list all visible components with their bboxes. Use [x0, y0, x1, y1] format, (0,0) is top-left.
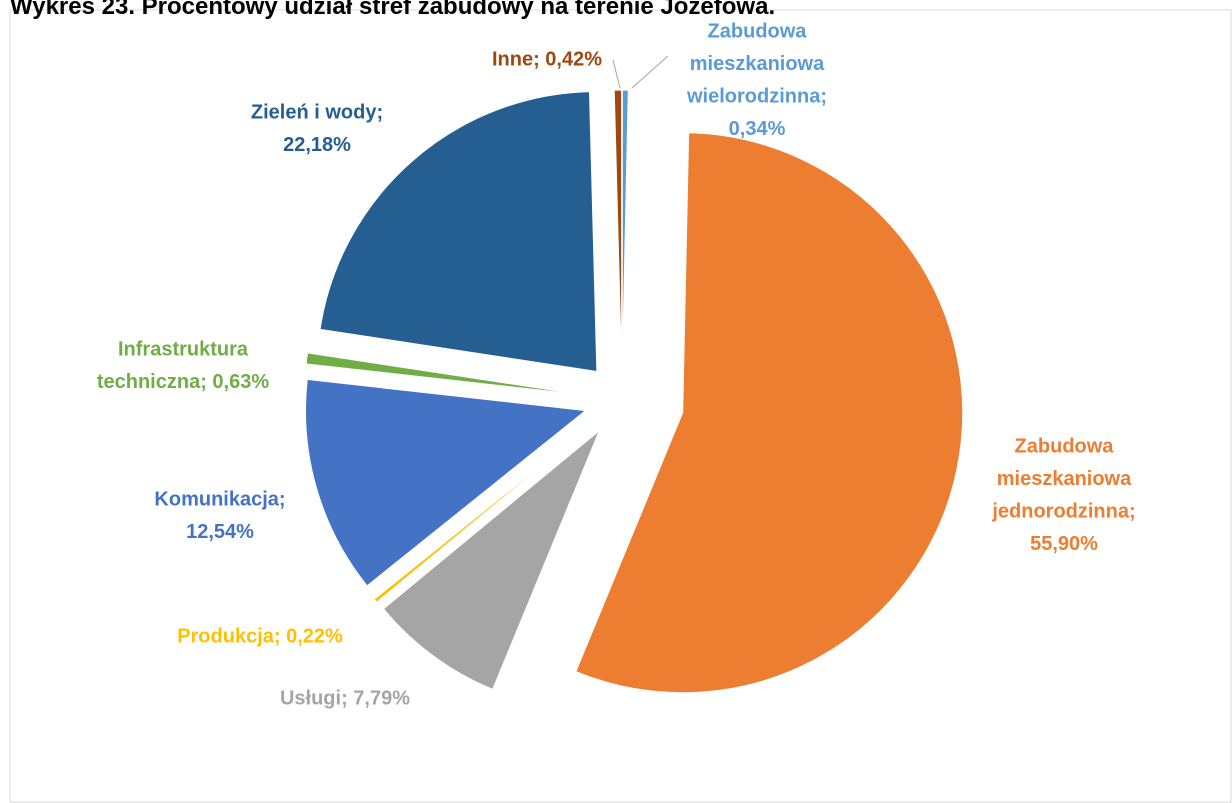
pie-slice — [621, 89, 629, 371]
pie-slice — [575, 132, 964, 694]
data-label: 22,18% — [283, 134, 351, 156]
data-label: Zabudowa — [1015, 435, 1115, 457]
data-label: wielorodzinna; — [686, 85, 827, 107]
data-label: 55,90% — [1030, 533, 1098, 555]
data-label: Usługi; 7,79% — [280, 687, 410, 709]
data-label: mieszkaniowa — [997, 468, 1132, 490]
data-label: mieszkaniowa — [690, 53, 825, 75]
pie-slice — [373, 423, 593, 603]
data-label: Zieleń i wody; — [251, 101, 383, 123]
pie-slice — [613, 89, 623, 371]
pie-slice — [382, 430, 600, 691]
data-label: 0,34% — [729, 118, 786, 140]
leader-line — [612, 59, 621, 89]
leader-line — [631, 55, 669, 89]
data-label: jednorodzinna; — [991, 500, 1135, 522]
data-label: Produkcja; 0,22% — [177, 625, 343, 647]
data-label: Zabudowa — [708, 20, 808, 42]
data-label: Inne; 0,42% — [492, 48, 602, 70]
pie-slice — [305, 378, 587, 587]
data-label: Komunikacja; — [154, 488, 285, 510]
data-label: 12,54% — [186, 521, 254, 543]
pie-slice — [305, 352, 585, 396]
data-label: Infrastruktura — [118, 338, 249, 360]
data-label: techniczna; 0,63% — [97, 371, 270, 393]
chart-title: Wykres 23. Procentowy udział stref zabud… — [10, 0, 775, 20]
pie-slice — [319, 91, 598, 373]
